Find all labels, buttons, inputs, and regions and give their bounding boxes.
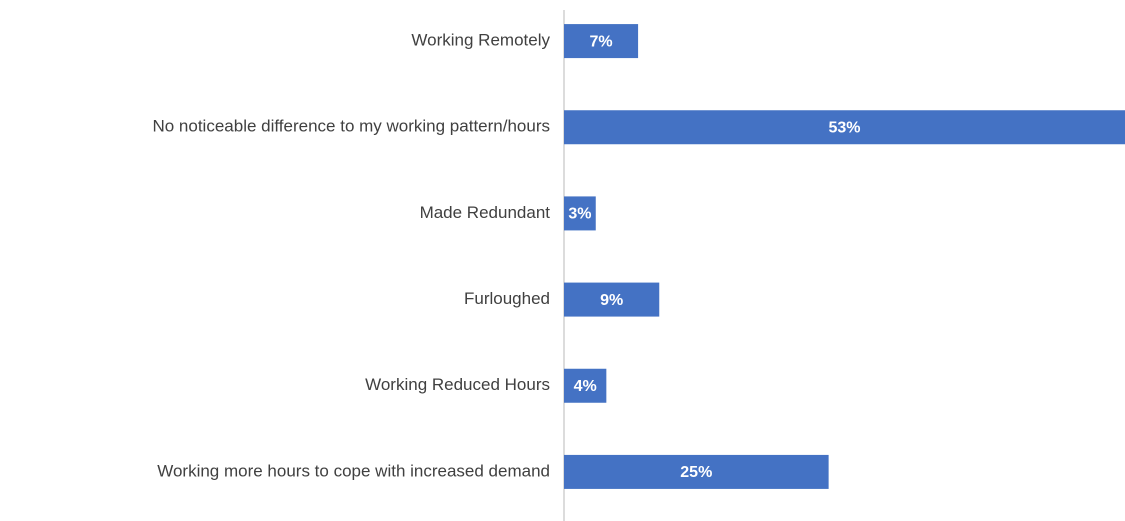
bar	[564, 196, 596, 231]
bar	[564, 110, 1125, 145]
category-label: Furloughed	[464, 289, 550, 308]
data-label: 53%	[828, 119, 860, 136]
category-label: Working Reduced Hours	[365, 375, 550, 394]
data-label: 4%	[574, 378, 597, 395]
bar	[564, 24, 639, 59]
category-label: Working Remotely	[411, 31, 550, 50]
category-label: Made Redundant	[420, 203, 551, 222]
data-label: 7%	[589, 33, 612, 50]
bar	[564, 368, 607, 403]
bar	[564, 454, 829, 489]
data-label: 25%	[680, 464, 712, 481]
category-label: No noticeable difference to my working p…	[152, 117, 550, 136]
bar	[564, 282, 660, 317]
data-label: 9%	[600, 292, 623, 309]
data-label: 3%	[568, 206, 591, 223]
category-label: Working more hours to cope with increase…	[157, 461, 550, 480]
